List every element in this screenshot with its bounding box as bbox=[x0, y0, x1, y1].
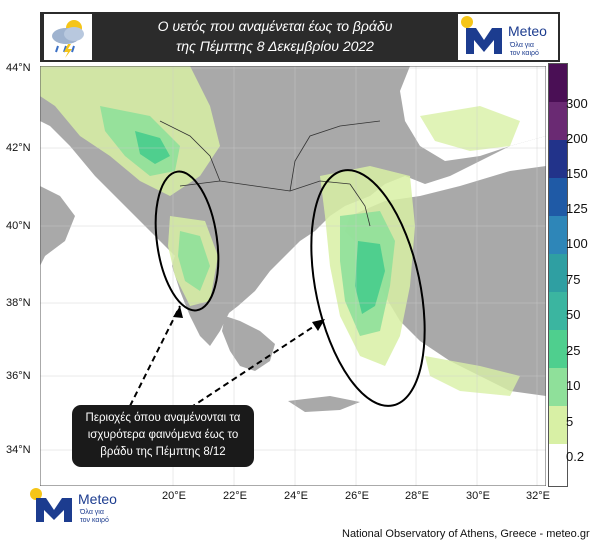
colorbar-seg-100 bbox=[549, 216, 567, 254]
colorbar-seg-300 bbox=[549, 64, 567, 102]
sun-icon bbox=[30, 488, 42, 500]
west-greece-highlight-ellipse bbox=[154, 170, 220, 312]
lat-label: 34°N bbox=[6, 444, 31, 456]
colorbar-label: 50 bbox=[566, 307, 581, 322]
lat-label: 42°N bbox=[6, 142, 31, 154]
rain-aegean-heavy bbox=[355, 241, 385, 314]
precipitation-colorbar bbox=[548, 63, 568, 487]
colorbar-seg-0.2 bbox=[549, 444, 567, 486]
colorbar-seg-25 bbox=[549, 330, 567, 368]
colorbar-label: 75 bbox=[566, 272, 581, 287]
annotation-line-3: βράδυ της Πέμπτης 8/12 bbox=[100, 446, 226, 458]
lon-label: 20°E bbox=[162, 490, 186, 502]
colorbar-seg-125 bbox=[549, 178, 567, 216]
lon-label: 32°E bbox=[526, 490, 550, 502]
country-borders bbox=[159, 120, 381, 227]
annotation-line-2: ισχυρότερα φαινόμενα έως το bbox=[87, 429, 239, 441]
lon-label: 22°E bbox=[223, 490, 247, 502]
title-line-1: Ο υετός που αναμένεται έως το βράδυ bbox=[157, 18, 393, 34]
lon-label: 30°E bbox=[466, 490, 490, 502]
credit-text: National Observatory of Athens, Greece -… bbox=[342, 528, 590, 540]
logo-tagline-1: Όλα για bbox=[509, 42, 534, 49]
rain-blacksea-light bbox=[420, 106, 520, 151]
rain-adriatic-heavy bbox=[135, 131, 170, 164]
colorbar-label: 5 bbox=[566, 414, 574, 429]
weather-icon-box bbox=[44, 14, 92, 60]
m-logo-icon bbox=[466, 28, 502, 54]
colorbar-seg-150 bbox=[549, 140, 567, 178]
meteo-logo-top: Meteo Όλα για τον καιρό bbox=[458, 14, 558, 60]
logo-tagline-1: Όλα για bbox=[79, 509, 104, 516]
peloponnese-land bbox=[222, 316, 275, 371]
logo-name: Meteo bbox=[508, 23, 547, 39]
arrow-west-head bbox=[173, 306, 183, 318]
title-line-2: της Πέμπτης 8 Δεκεμβρίου 2022 bbox=[176, 38, 374, 54]
meteo-logo-bottom: Meteo Όλα για τον καιρό bbox=[30, 488, 117, 524]
arrow-east bbox=[189, 320, 323, 409]
colorbar-seg-10 bbox=[549, 368, 567, 406]
colorbar-label: 200 bbox=[566, 131, 588, 146]
lat-label: 36°N bbox=[6, 370, 31, 382]
colorbar-seg-5 bbox=[549, 406, 567, 444]
colorbar-label: 100 bbox=[566, 236, 588, 251]
colorbar-seg-50 bbox=[549, 292, 567, 330]
colorbar-label: 125 bbox=[566, 201, 588, 216]
map-title: Ο υετός που αναμένεται έως το βράδυ της … bbox=[100, 16, 450, 56]
annotation-line-1: Περιοχές όπου αναμένονται τα bbox=[85, 412, 241, 424]
annotation-box: Περιοχές όπου αναμένονται τα ισχυρότερα … bbox=[72, 405, 254, 467]
arrow-east-head bbox=[312, 319, 325, 331]
colorbar-label: 10 bbox=[566, 378, 581, 393]
colorbar-seg-75 bbox=[549, 254, 567, 292]
crete-land bbox=[288, 396, 360, 412]
lon-label: 26°E bbox=[345, 490, 369, 502]
colorbar-label: 0.2 bbox=[566, 449, 585, 464]
lat-label: 40°N bbox=[6, 220, 31, 232]
arrow-west bbox=[129, 305, 181, 407]
logo-tagline-2: τον καιρό bbox=[80, 516, 109, 524]
lat-label: 44°N bbox=[6, 62, 31, 74]
colorbar-seg-200 bbox=[549, 102, 567, 140]
m-logo-icon bbox=[36, 498, 72, 522]
logo-tagline-2: τον καιρό bbox=[510, 49, 539, 57]
lon-label: 24°E bbox=[284, 490, 308, 502]
aegean-highlight-ellipse bbox=[310, 169, 426, 407]
logo-name: Meteo bbox=[78, 491, 117, 507]
colorbar-label: 150 bbox=[566, 166, 588, 181]
rain-ionian-moderate bbox=[178, 231, 210, 291]
sun-icon bbox=[461, 16, 473, 28]
colorbar-label: 300 bbox=[566, 96, 588, 111]
rain-cloud-icon bbox=[52, 20, 84, 58]
lat-label: 38°N bbox=[6, 297, 31, 309]
colorbar-label: 25 bbox=[566, 343, 581, 358]
lon-label: 28°E bbox=[405, 490, 429, 502]
